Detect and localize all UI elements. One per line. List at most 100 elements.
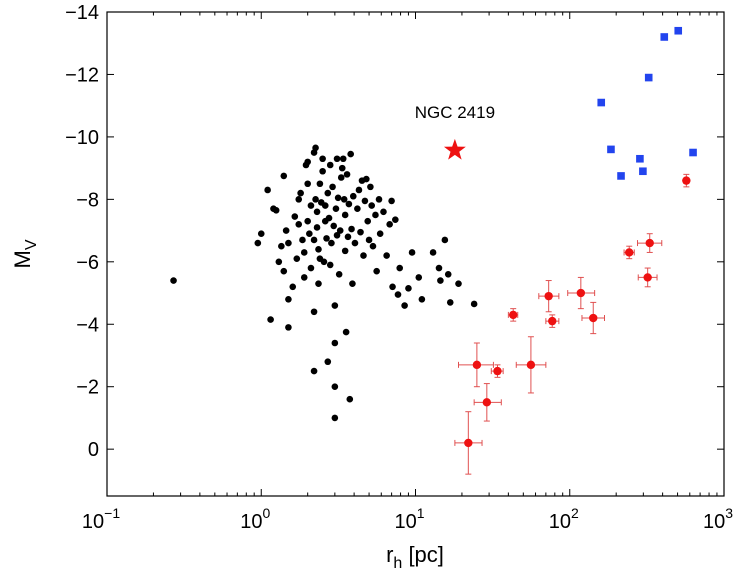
data-point-black — [347, 150, 354, 158]
data-point-black — [310, 367, 318, 375]
x-tick-label-exp: 3 — [725, 505, 733, 521]
x-tick-label: 10−1 — [82, 505, 120, 533]
x-tick-label: 100 — [240, 505, 270, 533]
data-point-black — [341, 247, 349, 255]
data-point-red — [643, 273, 652, 282]
y-tick-label: −4 — [76, 314, 99, 336]
data-point-blue-square — [636, 154, 644, 163]
data-point-black — [324, 358, 332, 366]
data-point-black — [319, 167, 326, 175]
x-axis-label-unit: [pc] — [402, 542, 444, 567]
x-tick-label: 101 — [394, 505, 424, 533]
data-point-black — [363, 175, 370, 183]
data-point-black — [345, 200, 353, 208]
data-point-black — [295, 196, 303, 203]
data-point-red — [482, 398, 492, 407]
data-point-black — [319, 155, 326, 163]
x-tick-label: 102 — [549, 505, 579, 533]
data-point-black — [334, 194, 342, 202]
data-point-black — [369, 242, 377, 250]
data-point-black — [315, 246, 322, 253]
data-point-black — [310, 236, 318, 244]
data-point-black — [320, 258, 328, 266]
data-point-black — [392, 216, 399, 223]
data-point-black — [357, 228, 364, 236]
data-point-black — [437, 277, 444, 284]
data-point-red — [493, 366, 502, 376]
x-axis-label: rh [pc] — [386, 542, 444, 572]
data-point-black — [300, 274, 308, 281]
data-point-black — [360, 252, 367, 259]
data-point-black — [386, 221, 393, 228]
data-point-red — [589, 313, 598, 323]
data-point-black — [441, 236, 449, 244]
data-point-black — [304, 180, 311, 188]
data-point-black — [323, 235, 330, 242]
data-point-black — [351, 239, 359, 247]
data-point-black — [365, 236, 373, 244]
data-point-black — [291, 213, 299, 220]
data-point-black — [289, 283, 297, 291]
data-point-black — [316, 180, 324, 188]
data-point-black — [364, 217, 372, 225]
data-point-black — [272, 206, 280, 214]
data-point-black — [401, 302, 408, 309]
data-point-black — [280, 172, 288, 180]
y-tick-label: −2 — [76, 377, 99, 399]
y-tick-label: −10 — [65, 127, 99, 149]
x-tick-label-base: 10 — [549, 511, 571, 533]
data-point-black — [415, 274, 423, 281]
x-tick-label-exp: 0 — [262, 505, 270, 521]
data-point-black — [278, 242, 285, 250]
data-point-black — [331, 383, 339, 391]
data-point-black — [389, 283, 396, 291]
data-point-black — [321, 202, 329, 209]
data-point-black — [355, 186, 363, 194]
data-point-black — [264, 186, 271, 194]
data-point-black — [331, 302, 339, 309]
data-point-black — [282, 227, 290, 234]
y-tick-label: −14 — [65, 2, 99, 24]
plot-marks — [170, 26, 697, 475]
data-point-black — [312, 144, 319, 152]
x-tick-label-exp: 2 — [571, 505, 579, 521]
data-point-black — [307, 202, 315, 209]
data-point-black — [275, 258, 283, 266]
data-point-black — [408, 249, 416, 256]
data-point-red — [509, 310, 518, 320]
data-point-black — [326, 161, 334, 169]
axis-ticks — [106, 11, 725, 496]
data-point-black — [331, 339, 339, 347]
data-point-black — [354, 205, 361, 213]
data-point-black — [429, 249, 437, 256]
data-point-black — [388, 197, 395, 205]
y-tick-labels: −14 −12 −10 −8 −6 −4 −2 0 — [65, 2, 99, 461]
data-point-black — [297, 189, 304, 197]
x-tick-label-base: 10 — [394, 511, 416, 533]
data-point-black — [346, 395, 354, 403]
y-axis-label-sub: V — [23, 239, 40, 250]
data-point-black — [418, 295, 426, 303]
data-point-black — [335, 270, 343, 278]
data-point-red — [464, 438, 473, 448]
data-point-black — [331, 414, 339, 422]
data-point-black — [332, 205, 340, 213]
data-point-black — [349, 192, 357, 200]
data-point-black — [254, 239, 262, 247]
data-point-black — [446, 299, 454, 306]
x-tick-label: 103 — [703, 505, 733, 533]
x-tick-labels: 10−1 100 101 102 103 — [82, 505, 733, 533]
data-point-blue-square — [689, 148, 697, 157]
y-tick-label: −6 — [76, 252, 99, 274]
data-point-red — [526, 360, 536, 370]
data-point-black — [344, 233, 352, 241]
data-point-black — [383, 252, 390, 259]
data-point-red — [625, 248, 634, 257]
data-point-black — [307, 264, 315, 272]
x-axis-label-main: r — [386, 542, 393, 567]
data-point-black — [304, 158, 311, 166]
data-point-red — [472, 360, 482, 370]
data-point-blue-square — [617, 172, 625, 180]
data-point-black — [341, 211, 349, 219]
